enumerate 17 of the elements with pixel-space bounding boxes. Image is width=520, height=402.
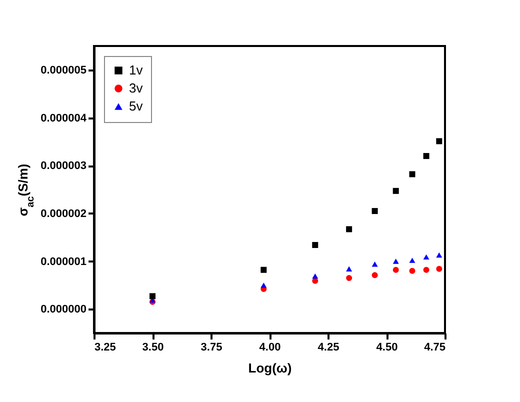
y-tick-label: 0.000000: [40, 304, 86, 316]
legend-label: 5v: [129, 98, 144, 114]
legend-label: 3v: [129, 80, 144, 96]
x-tick-label: 3.50: [142, 342, 164, 354]
x-tick-label: 4.50: [376, 342, 398, 354]
y-tick-label: 0.000002: [40, 208, 86, 220]
y-tick-label: 0.000003: [40, 160, 86, 172]
x-tick-label: 3.75: [200, 342, 222, 354]
x-tick-label: 4.00: [259, 342, 281, 354]
y-tick-label: 0.000005: [40, 64, 86, 76]
x-tick-label: 4.75: [424, 342, 446, 354]
x-axis-title: Log(ω): [248, 360, 292, 376]
y-tick-label: 0.000001: [40, 256, 86, 268]
x-tick-label: 3.25: [94, 342, 116, 354]
x-tick-label: 4.25: [318, 342, 340, 354]
y-tick-label: 0.000004: [40, 112, 88, 124]
legend-label: 1v: [129, 62, 144, 78]
